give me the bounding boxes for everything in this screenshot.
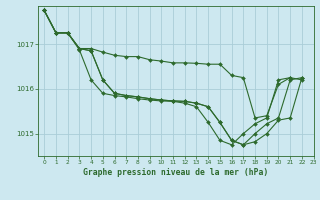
X-axis label: Graphe pression niveau de la mer (hPa): Graphe pression niveau de la mer (hPa) — [84, 168, 268, 177]
